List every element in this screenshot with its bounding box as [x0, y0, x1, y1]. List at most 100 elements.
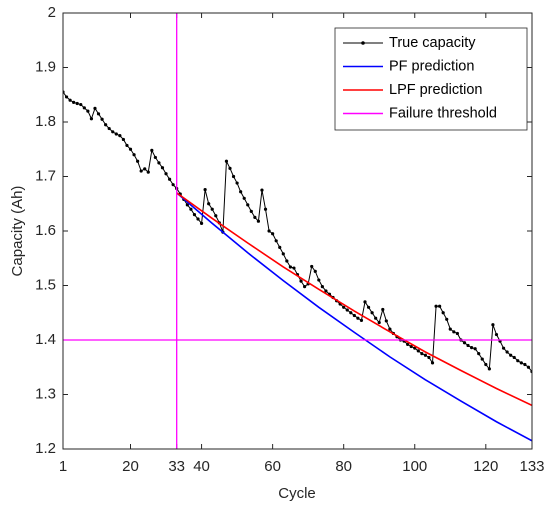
- x-tick-label: 33: [168, 458, 185, 475]
- y-tick-label: 1.9: [35, 58, 56, 75]
- data-point: [228, 166, 232, 170]
- data-point: [242, 196, 246, 200]
- data-point: [146, 170, 150, 174]
- data-point: [192, 213, 197, 217]
- data-point: [366, 305, 371, 309]
- legend-marker: [361, 41, 365, 45]
- data-point: [189, 207, 193, 211]
- data-point: [143, 167, 147, 171]
- data-point: [292, 266, 296, 270]
- x-tick-label: 60: [264, 458, 281, 475]
- data-point: [466, 343, 470, 348]
- plot-frame: [62, 12, 533, 450]
- data-point: [260, 188, 264, 192]
- data-point: [359, 318, 364, 322]
- data-point: [526, 365, 531, 369]
- data-point: [68, 98, 72, 102]
- x-axis-label: Cycle: [278, 485, 316, 502]
- legend: True capacity PF prediction LPF prediction…: [334, 27, 528, 131]
- data-point: [477, 352, 481, 356]
- data-point: [434, 304, 438, 308]
- data-point: [249, 209, 253, 213]
- data-point: [256, 219, 261, 223]
- data-point: [352, 313, 356, 318]
- data-point: [82, 106, 86, 110]
- data-point: [128, 147, 133, 151]
- data-point: [416, 349, 420, 353]
- data-point: [342, 305, 346, 309]
- data-point: [136, 159, 140, 163]
- data-point: [320, 284, 324, 289]
- data-point: [288, 265, 292, 269]
- data-point: [423, 353, 428, 357]
- data-point: [196, 217, 200, 221]
- data-point: [246, 203, 250, 207]
- series-line: [63, 91, 532, 372]
- data-point: [413, 346, 417, 350]
- data-point: [118, 134, 122, 138]
- data-point: [509, 353, 513, 357]
- data-point: [167, 177, 172, 181]
- data-point: [121, 137, 126, 142]
- data-point: [278, 245, 282, 249]
- data-point: [303, 284, 307, 289]
- data-point: [111, 130, 115, 134]
- x-tick-label: 120: [473, 458, 498, 475]
- y-tick-label: 1.7: [35, 167, 56, 184]
- data-point: [420, 352, 424, 356]
- data-point: [487, 367, 491, 371]
- data-point: [114, 132, 118, 136]
- data-point: [377, 320, 381, 325]
- legend-label: LPF prediction: [389, 82, 483, 98]
- data-point: [274, 239, 278, 243]
- legend-label: Failure threshold: [389, 105, 497, 121]
- x-tick-label: 1: [59, 458, 67, 475]
- data-point: [430, 361, 435, 365]
- y-tick-label: 1.2: [35, 440, 56, 457]
- data-point: [310, 264, 314, 269]
- data-point: [299, 279, 303, 283]
- data-point: [356, 316, 360, 320]
- data-point: [171, 183, 175, 187]
- data-point: [107, 126, 111, 131]
- data-point: [160, 166, 165, 170]
- data-point: [484, 362, 488, 367]
- data-point: [203, 187, 207, 192]
- data-point: [455, 331, 459, 336]
- data-point: [349, 311, 353, 315]
- data-point: [100, 117, 104, 121]
- data-point: [239, 190, 243, 194]
- data-point: [164, 172, 168, 176]
- data-point: [374, 316, 378, 320]
- data-point: [64, 95, 69, 99]
- data-point: [501, 346, 506, 350]
- data-point: [93, 106, 97, 110]
- y-tick-label: 1.3: [35, 385, 56, 402]
- x-tick-label: 20: [122, 458, 139, 475]
- data-point: [267, 229, 271, 233]
- y-tick-label: 1.4: [35, 331, 56, 348]
- data-point: [214, 214, 218, 218]
- series-line: [176, 192, 532, 442]
- data-point: [263, 207, 268, 211]
- x-tick-label: 80: [335, 458, 352, 475]
- x-tick-label: 133: [519, 458, 544, 475]
- data-point: [207, 202, 211, 206]
- data-point: [89, 117, 94, 121]
- data-point: [150, 148, 154, 152]
- data-point: [462, 341, 467, 345]
- y-axis-label: Capacity (Ah): [9, 186, 26, 277]
- data-point: [185, 203, 189, 207]
- y-tick-label: 1.8: [35, 113, 56, 130]
- data-point: [157, 161, 161, 165]
- data-point: [473, 347, 477, 351]
- data-point: [445, 317, 449, 321]
- data-point: [452, 330, 456, 334]
- data-point: [505, 350, 509, 354]
- data-point: [79, 102, 83, 107]
- data-point: [441, 311, 445, 315]
- data-point: [96, 112, 101, 116]
- x-tick-label: 40: [193, 458, 210, 475]
- plot-area: [63, 13, 532, 449]
